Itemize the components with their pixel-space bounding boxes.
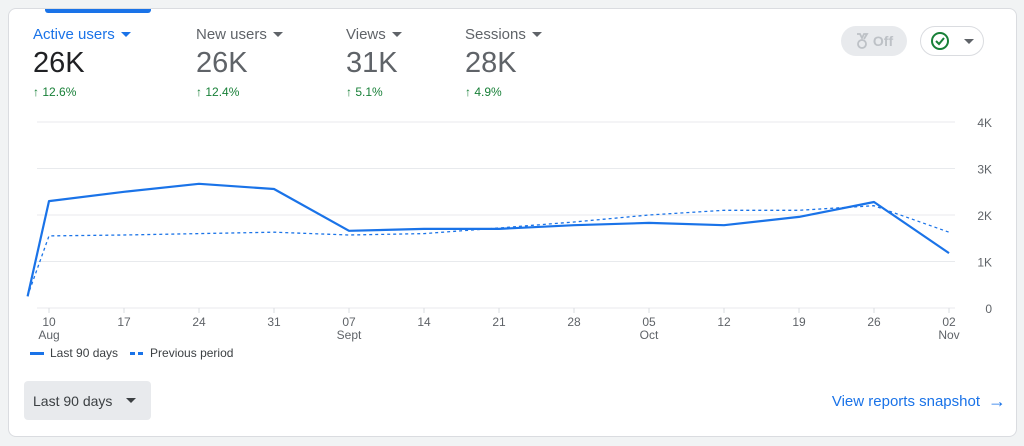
x-tick-label: 28	[567, 315, 581, 329]
y-tick-label: 1K	[977, 256, 992, 270]
x-tick-label: 31	[267, 315, 281, 329]
arrow-up-icon: ↑	[346, 85, 352, 99]
metric-label: New users	[196, 26, 267, 43]
y-tick-label: 3K	[977, 163, 992, 177]
metric-label: Views	[346, 26, 386, 43]
y-tick-label: 4K	[977, 116, 992, 130]
caret-down-icon	[272, 32, 283, 37]
caret-down-icon	[531, 32, 542, 37]
metric-views[interactable]: Views 31K ↑ 5.1%	[346, 26, 402, 99]
x-tick-month: Nov	[938, 328, 959, 342]
medal-icon	[856, 33, 869, 49]
caret-down-icon	[391, 32, 402, 37]
x-tick-label: 24	[192, 315, 206, 329]
x-tick-month: Sept	[337, 328, 362, 342]
x-tick-label: 14	[417, 315, 431, 329]
metric-new-users[interactable]: New users 26K ↑ 12.4%	[196, 26, 283, 99]
view-reports-snapshot-link[interactable]: View reports snapshot →	[832, 391, 1006, 412]
x-tick-month: Aug	[38, 328, 59, 342]
x-tick-label: 05	[642, 315, 656, 329]
arrow-up-icon: ↑	[33, 85, 39, 99]
x-tick-label: 02	[942, 315, 956, 329]
x-tick-label: 21	[492, 315, 506, 329]
caret-down-icon	[126, 398, 137, 403]
legend-label-previous: Previous period	[150, 346, 234, 360]
metric-label: Active users	[33, 26, 115, 43]
insights-toggle-label: Off	[872, 33, 894, 49]
y-tick-label: 0	[985, 302, 992, 316]
chart-legend: Last 90 days Previous period	[30, 346, 233, 360]
status-menu-button[interactable]	[920, 26, 984, 56]
metric-change: 5.1%	[355, 85, 383, 99]
metric-label: Sessions	[465, 26, 526, 43]
metric-active-users[interactable]: Active users 26K ↑ 12.6%	[33, 26, 131, 99]
x-tick-month: Oct	[640, 328, 659, 342]
x-tick-label: 17	[117, 315, 131, 329]
metric-change: 4.9%	[474, 85, 502, 99]
overview-card	[8, 8, 1017, 437]
x-tick-label: 10	[42, 315, 56, 329]
series-last-90-days-line	[26, 182, 950, 297]
legend-label-current: Last 90 days	[50, 346, 119, 360]
check-circle-icon	[931, 32, 949, 50]
x-tick-label: 19	[792, 315, 806, 329]
insights-toggle[interactable]: Off	[841, 26, 907, 56]
metric-value: 26K	[196, 47, 248, 79]
series-previous-period-line	[26, 205, 950, 297]
x-tick-label: 26	[867, 315, 881, 329]
legend-dashed-swatch	[130, 351, 145, 355]
snapshot-link-label: View reports snapshot	[831, 393, 980, 410]
metric-sessions[interactable]: Sessions 28K ↑ 4.9%	[465, 26, 542, 99]
metric-value: 31K	[346, 47, 398, 79]
date-range-label: Last 90 days	[33, 392, 113, 409]
x-tick-label: 12	[717, 315, 731, 329]
caret-down-icon	[120, 32, 131, 37]
legend-solid-swatch	[30, 351, 44, 355]
arrow-up-icon: ↑	[196, 85, 202, 99]
arrow-up-icon: ↑	[465, 85, 471, 99]
arrow-right-icon: →	[988, 391, 1006, 411]
metric-value: 28K	[465, 47, 517, 79]
caret-down-icon	[964, 38, 974, 44]
x-tick-label: 07	[342, 315, 356, 329]
date-range-dropdown[interactable]: Last 90 days	[24, 381, 151, 420]
metric-change: 12.6%	[42, 85, 77, 99]
metric-value: 26K	[33, 47, 85, 79]
y-tick-label: 2K	[977, 209, 992, 223]
active-tab-indicator	[45, 9, 151, 13]
metric-change: 12.4%	[205, 85, 240, 99]
